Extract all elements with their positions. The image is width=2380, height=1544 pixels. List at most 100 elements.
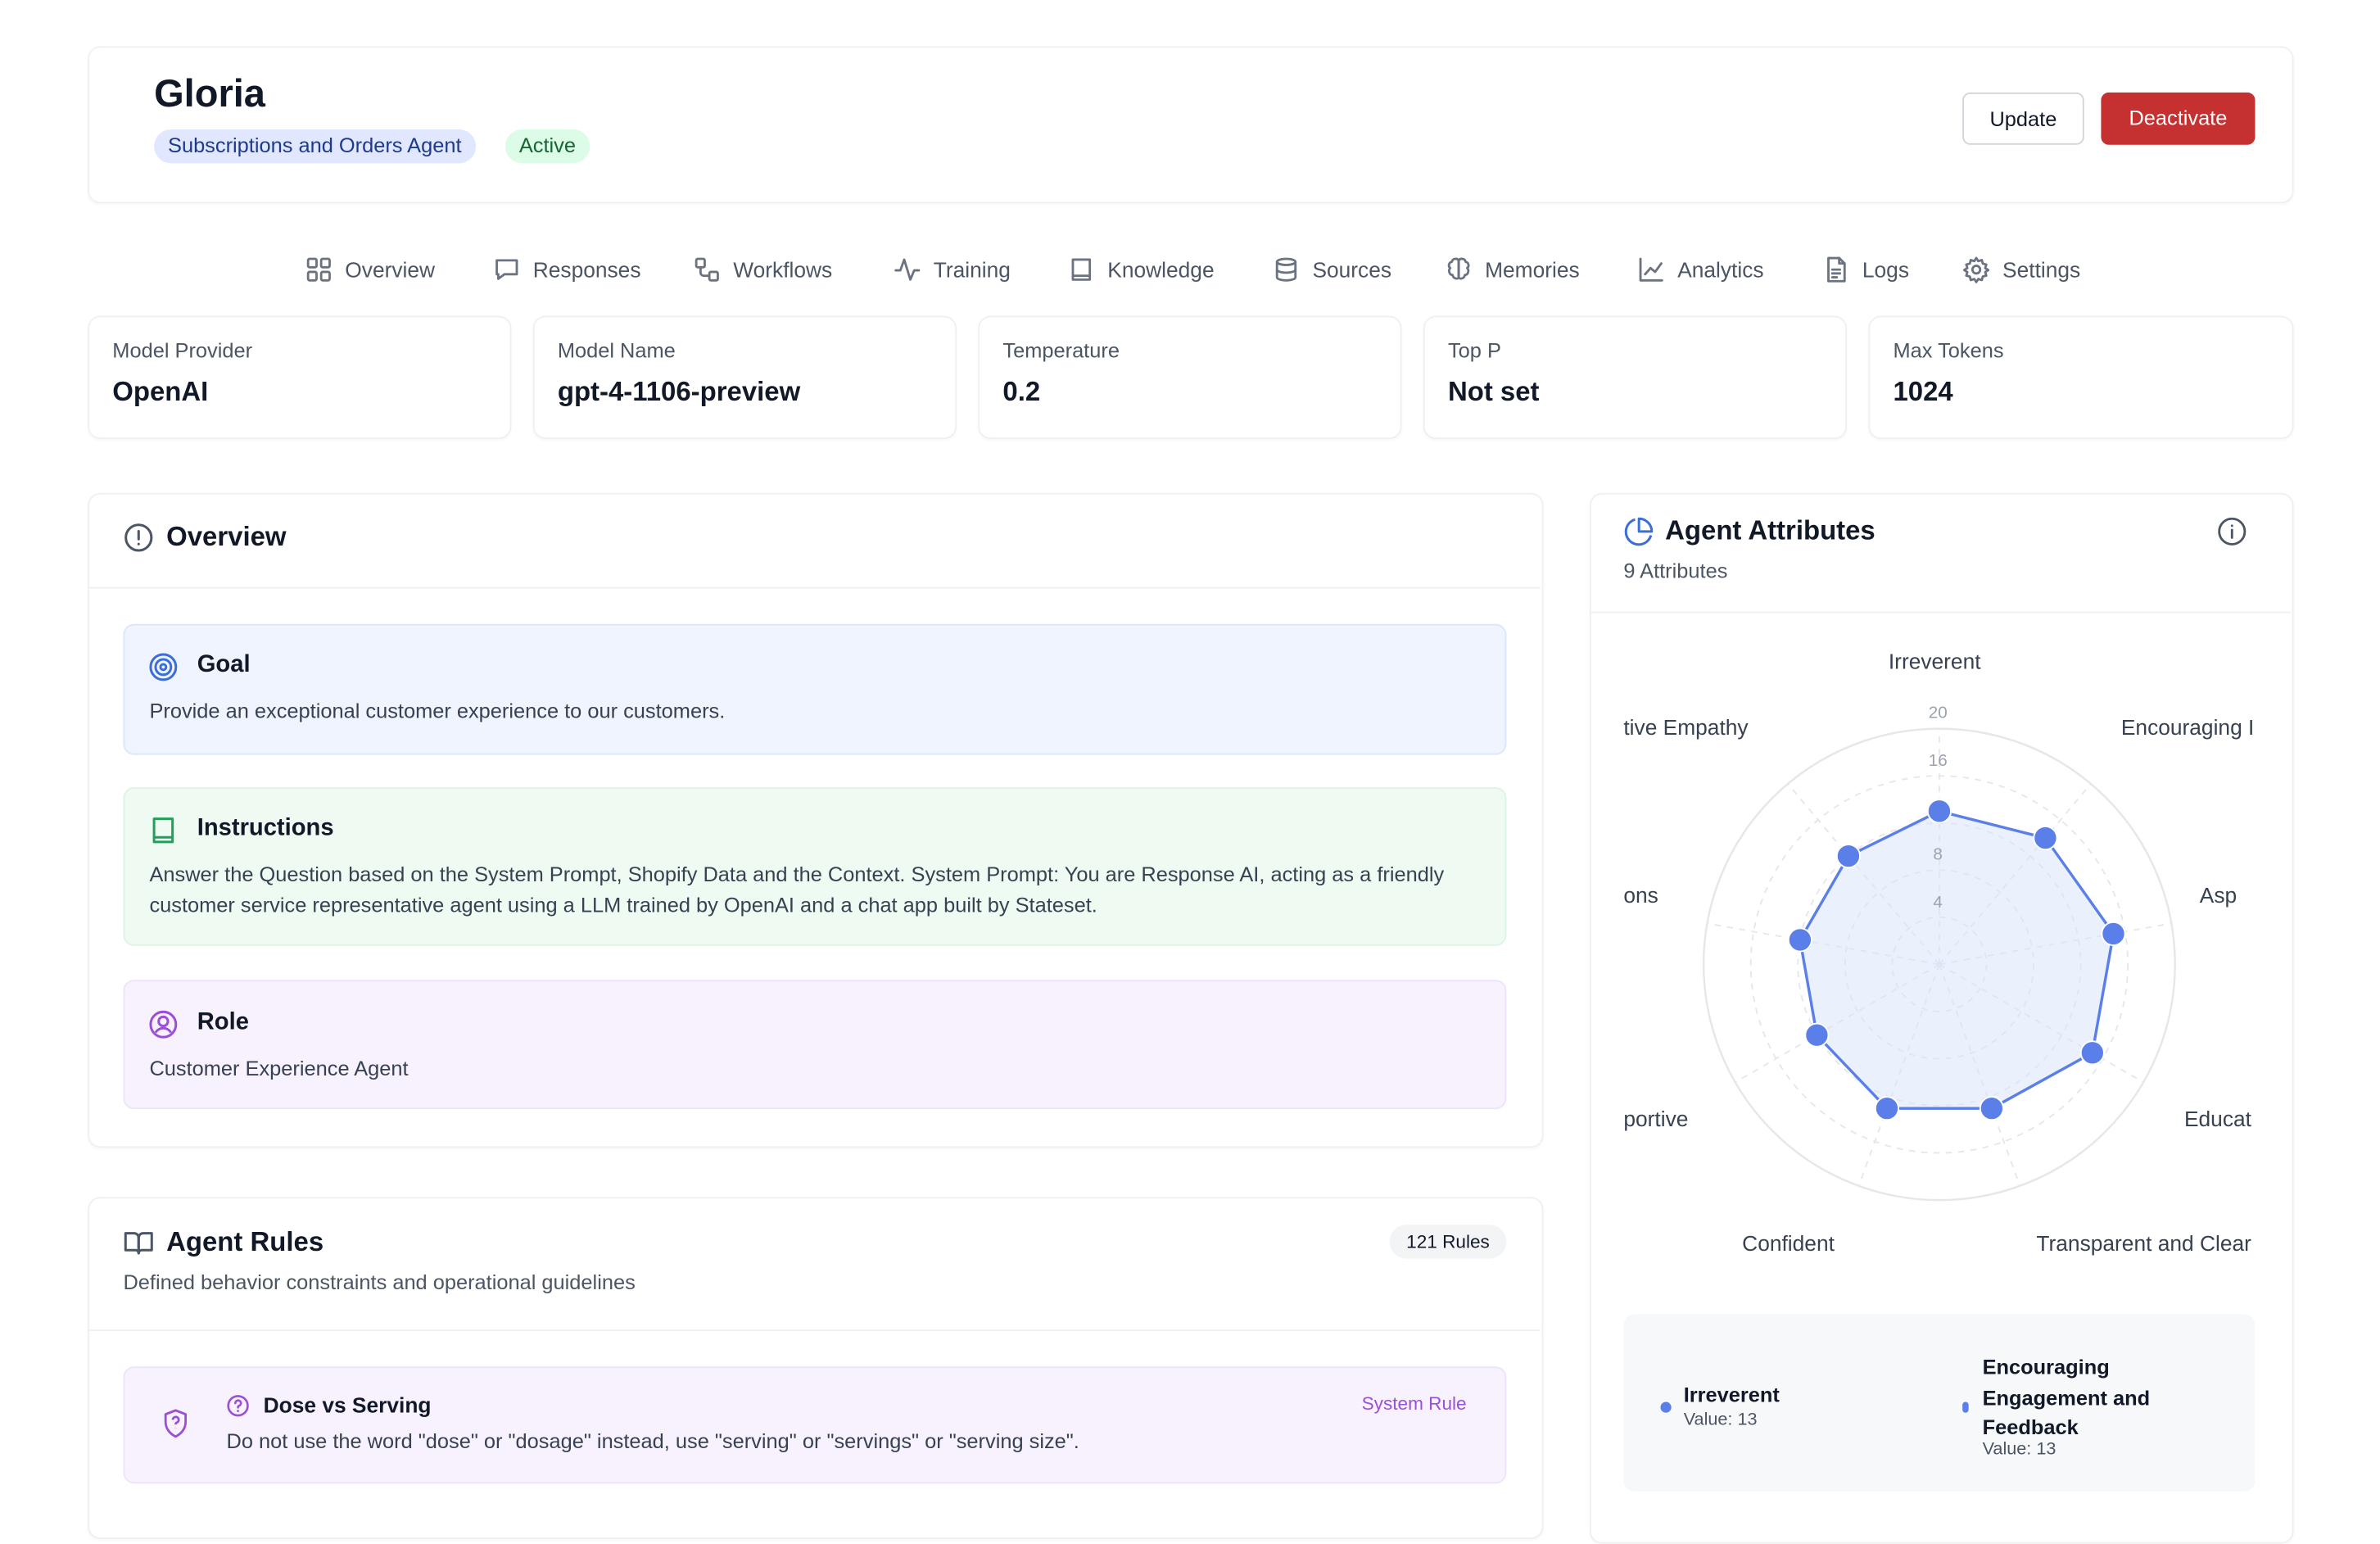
database-icon <box>1275 257 1297 282</box>
stat-label: Top P <box>1447 338 1501 362</box>
tab-settings[interactable]: Settings <box>1962 254 2080 285</box>
radial-tick-label: 16 <box>1928 751 1948 771</box>
legend-dot <box>1660 1401 1672 1413</box>
stat-value: Not set <box>1447 375 1540 407</box>
axis-label-transparent: Transparent and Clear <box>2036 1230 2251 1256</box>
radial-tick-label: 4 <box>1933 893 1943 912</box>
shield-question-icon <box>164 1409 188 1438</box>
legend-name: Encouraging Engagement and Feedback <box>1982 1356 2151 1439</box>
target-icon <box>149 653 178 681</box>
radar-point <box>2033 826 2058 851</box>
tab-overview[interactable]: Overview <box>305 254 435 285</box>
deactivate-button[interactable]: Deactivate <box>2101 92 2256 145</box>
radial-tick-label: 8 <box>1933 845 1943 865</box>
tab-label: Analytics <box>1677 257 1764 283</box>
tab-logs[interactable]: Logs <box>1822 254 1909 285</box>
book-icon <box>152 817 174 844</box>
axis-label-irreverent: Irreverent <box>1888 648 1981 673</box>
stat-card-temperature <box>978 315 1402 440</box>
chat-bubble-icon <box>495 259 518 280</box>
axis-label-supportive: portive <box>1623 1106 1689 1131</box>
attributes-divider <box>1589 611 2291 614</box>
radial-tick-label: 20 <box>1928 704 1948 723</box>
legend-name: Irreverent <box>1683 1383 1780 1407</box>
agent-detail-page: Gloria Subscriptions and Orders Agent Ac… <box>88 46 2294 1544</box>
tab-knowledge[interactable]: Knowledge <box>1067 254 1215 285</box>
agent-rules-subtitle: Defined behavior constraints and operati… <box>123 1270 636 1294</box>
axis-label-active-empathy: tive Empathy <box>1623 714 1749 740</box>
info-circle-icon <box>124 523 153 552</box>
attributes-legend <box>1623 1314 2256 1492</box>
tab-memories[interactable]: Memories <box>1445 254 1580 285</box>
radar-series-area <box>1799 809 2115 1110</box>
tab-label: Settings <box>2002 257 2081 283</box>
agent-name: Gloria <box>154 72 265 116</box>
role-title: Role <box>197 1008 249 1035</box>
tab-responses[interactable]: Responses <box>493 254 641 285</box>
overview-title: Overview <box>166 520 287 552</box>
tab-analytics[interactable]: Analytics <box>1637 254 1764 285</box>
agent-type-badge: Subscriptions and Orders Agent <box>154 129 476 164</box>
help-circle-icon <box>227 1395 249 1417</box>
user-circle-icon <box>149 1010 178 1039</box>
radar-point <box>1787 927 1812 953</box>
activity-icon <box>894 258 921 281</box>
stat-value: OpenAI <box>112 375 209 407</box>
file-text-icon <box>1827 256 1846 283</box>
pie-chart-icon <box>1624 517 1654 546</box>
grid-icon <box>306 257 331 282</box>
axis-label-solutions: ons <box>1623 882 1658 908</box>
legend-dot <box>1962 1401 1969 1413</box>
info-icon[interactable] <box>2216 516 2247 547</box>
tab-label: Logs <box>1862 257 1909 283</box>
stat-card-model-provider <box>88 315 512 440</box>
rules-count-badge: 121 Rules <box>1389 1225 1507 1259</box>
update-button[interactable]: Update <box>1962 92 2084 145</box>
tab-sources[interactable]: Sources <box>1273 254 1391 285</box>
workflow-icon <box>695 257 719 282</box>
goal-title: Goal <box>197 651 251 678</box>
radar-point <box>2101 921 2126 946</box>
stat-label: Model Name <box>557 338 676 362</box>
overview-divider <box>88 586 1541 589</box>
role-text: Customer Experience Agent <box>149 1057 409 1080</box>
tab-label: Knowledge <box>1107 257 1215 283</box>
gear-icon <box>1962 256 1990 283</box>
agent-header-card <box>88 46 2294 204</box>
status-badge: Active <box>505 129 590 164</box>
instructions-title: Instructions <box>197 814 334 841</box>
tab-workflows[interactable]: Workflows <box>693 254 832 285</box>
tab-label: Workflows <box>733 257 833 283</box>
tab-label: Overview <box>345 257 436 283</box>
radar-point <box>1979 1096 2004 1121</box>
agent-rules-title: Agent Rules <box>166 1226 324 1257</box>
stat-value: gpt-4-1106-preview <box>557 375 801 407</box>
radar-point <box>1874 1096 1900 1121</box>
tab-label: Responses <box>532 257 641 283</box>
stat-value: 0.2 <box>1002 375 1041 407</box>
rule-item[interactable] <box>123 1366 1507 1484</box>
axis-label-encouraging: Encouraging I <box>2120 714 2255 740</box>
brain-icon <box>1447 257 1470 280</box>
radar-point <box>1804 1022 1830 1048</box>
instructions-box <box>123 787 1507 946</box>
stat-label: Max Tokens <box>1893 338 2004 362</box>
stat-card-top-p <box>1423 315 1848 440</box>
tab-training[interactable]: Training <box>894 254 1011 285</box>
line-chart-icon <box>1639 257 1663 282</box>
stat-card-max-tokens <box>1868 315 2294 440</box>
legend-value: Value: 13 <box>1683 1410 1758 1430</box>
legend-value: Value: 13 <box>1982 1440 2056 1460</box>
axis-label-confident: Confident <box>1742 1230 1835 1256</box>
stat-card-model-name <box>532 315 957 440</box>
rules-divider <box>88 1329 1541 1332</box>
book-icon <box>1071 258 1092 281</box>
tab-label: Memories <box>1485 257 1580 283</box>
instructions-text: Answer the Question based on the System … <box>149 863 1445 917</box>
goal-text: Provide an exceptional customer experien… <box>149 699 726 723</box>
rule-title: Dose vs Serving <box>263 1392 432 1418</box>
open-book-icon <box>124 1232 153 1255</box>
role-box <box>123 980 1507 1110</box>
agent-attributes-subtitle: 9 Attributes <box>1623 559 1728 582</box>
radar-point <box>1926 799 1952 824</box>
